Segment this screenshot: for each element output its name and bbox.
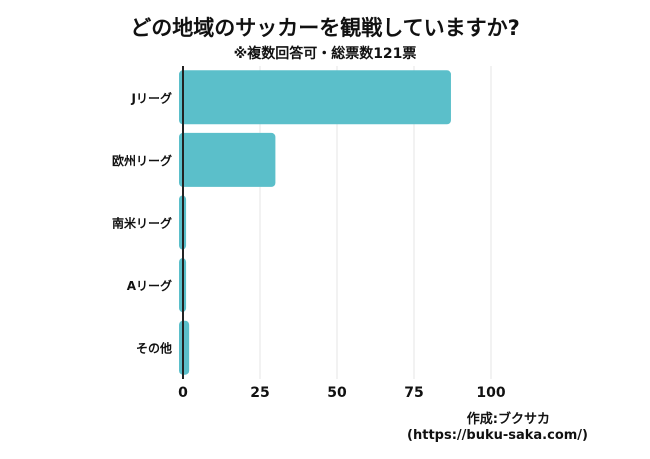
category-label: 欧州リーグ <box>112 153 172 168</box>
x-tick-label: 25 <box>250 385 269 401</box>
chart-subtitle: ※複数回答可・総票数121票 <box>233 46 417 62</box>
bar-0 <box>179 70 451 125</box>
chart-title: どの地域のサッカーを観戦していますか? <box>130 16 520 40</box>
x-tick-label: 0 <box>178 385 188 401</box>
category-label: Jリーグ <box>131 90 172 105</box>
credit-author: 作成:ブクサカ <box>466 412 550 427</box>
x-tick-label: 50 <box>327 385 347 401</box>
x-tick-label: 75 <box>404 385 423 401</box>
category-label: 南米リーグ <box>112 216 172 231</box>
bar-4 <box>179 320 190 375</box>
category-label: Aリーグ <box>127 278 172 293</box>
x-tick-label: 100 <box>476 385 505 401</box>
category-label: その他 <box>136 341 172 356</box>
credit-url: (https://buku-saka.com/) <box>407 428 588 443</box>
bar-1 <box>179 132 276 187</box>
